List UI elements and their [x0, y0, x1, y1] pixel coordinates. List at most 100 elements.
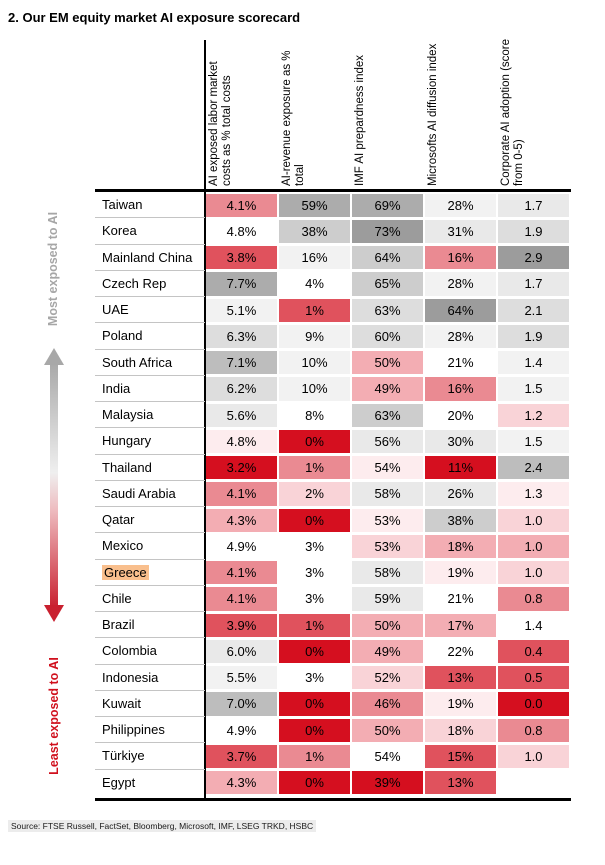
value-cell: 4.3% — [205, 770, 278, 796]
value-cell: 1.7 — [497, 192, 570, 218]
country-label: Qatar — [95, 507, 205, 534]
value-cell: 63% — [351, 297, 424, 323]
value-cell: 59% — [278, 192, 351, 218]
value-cell: 0.4 — [497, 638, 570, 664]
value-cell: 1.2 — [497, 402, 570, 428]
value-cell: 18% — [424, 533, 497, 559]
value-cell: 16% — [424, 245, 497, 271]
value-cell — [497, 770, 570, 796]
value-cell: 38% — [278, 218, 351, 244]
value-cell: 1.4 — [497, 350, 570, 376]
country-label: Czech Rep — [95, 271, 205, 297]
value-cell: 9% — [278, 323, 351, 349]
value-cell: 52% — [351, 665, 424, 691]
value-cell: 49% — [351, 638, 424, 664]
country-label: Greece — [95, 560, 205, 586]
value-cell: 0.8 — [497, 717, 570, 743]
value-cell: 16% — [424, 376, 497, 402]
table-row: South Africa 7.1% 10% 50% 21% 1.4 — [95, 350, 571, 376]
source-note: Source: FTSE Russell, FactSet, Bloomberg… — [8, 820, 317, 832]
value-cell: 1.0 — [497, 560, 570, 586]
value-cell: 54% — [351, 743, 424, 769]
column-header-4: Microsofts AI diffusion index — [425, 36, 498, 188]
value-cell: 1% — [278, 612, 351, 638]
table-bottom-border — [95, 798, 571, 801]
column-header-text: AI-revenue exposure as % total — [281, 50, 307, 186]
value-cell: 4.8% — [205, 428, 278, 454]
value-cell: 50% — [351, 350, 424, 376]
table-row: Hungary 4.8% 0% 56% 30% 1.5 — [95, 428, 571, 455]
country-label: Mainland China — [95, 245, 205, 271]
table-row: Türkiye 3.7% 1% 54% 15% 1.0 — [95, 743, 571, 770]
column-headers: AI exposed labor market costs as % total… — [206, 36, 571, 188]
table-vertical-divider — [204, 40, 206, 800]
value-cell: 53% — [351, 533, 424, 559]
table-row: UAE 5.1% 1% 63% 64% 2.1 — [95, 297, 571, 324]
column-header-text: IMF AI prepardness index — [354, 54, 366, 186]
column-header-text: AI exposed labor market costs as % total… — [208, 61, 234, 186]
country-label: Saudi Arabia — [95, 481, 205, 507]
table-row: Thailand 3.2% 1% 54% 11% 2.4 — [95, 455, 571, 481]
value-cell: 0.8 — [497, 586, 570, 612]
value-cell: 65% — [351, 271, 424, 297]
value-cell: 28% — [424, 271, 497, 297]
country-label: Indonesia — [95, 665, 205, 691]
value-cell: 1.7 — [497, 271, 570, 297]
value-cell: 18% — [424, 717, 497, 743]
value-cell: 46% — [351, 691, 424, 717]
table-row: Qatar 4.3% 0% 53% 38% 1.0 — [95, 507, 571, 534]
highlighted-country: Greece — [102, 564, 149, 580]
country-label: Korea — [95, 218, 205, 245]
value-cell: 10% — [278, 376, 351, 402]
country-label: Philippines — [95, 717, 205, 744]
value-cell: 3.7% — [205, 743, 278, 769]
country-label: Türkiye — [95, 743, 205, 770]
value-cell: 31% — [424, 218, 497, 244]
value-cell: 4.9% — [205, 717, 278, 743]
value-cell: 0% — [278, 691, 351, 717]
value-cell: 4.1% — [205, 481, 278, 507]
table-row: Colombia 6.0% 0% 49% 22% 0.4 — [95, 638, 571, 665]
value-cell: 0% — [278, 428, 351, 454]
table-body: Taiwan 4.1% 59% 69% 28% 1.7 Korea 4.8% 38% 73% 31%… — [95, 192, 571, 796]
least-exposed-label: Least exposed to AI — [47, 657, 61, 775]
value-cell: 56% — [351, 428, 424, 454]
value-cell: 30% — [424, 428, 497, 454]
value-cell: 1.9 — [497, 218, 570, 244]
value-cell: 4.1% — [205, 560, 278, 586]
column-header-1: AI exposed labor market costs as % total… — [206, 36, 279, 188]
table-row: Brazil 3.9% 1% 50% 17% 1.4 — [95, 612, 571, 639]
table-row: Kuwait 7.0% 0% 46% 19% 0.0 — [95, 691, 571, 717]
table-row: Mexico 4.9% 3% 53% 18% 1.0 — [95, 533, 571, 560]
value-cell: 1.0 — [497, 743, 570, 769]
table-top-border — [95, 189, 571, 192]
exposure-gradient-arrow — [44, 348, 64, 622]
value-cell: 22% — [424, 638, 497, 664]
value-cell: 3.2% — [205, 455, 278, 481]
column-header-text: Microsofts AI diffusion index — [427, 43, 439, 186]
value-cell: 58% — [351, 481, 424, 507]
value-cell: 1.4 — [497, 612, 570, 638]
table-row: Greece 4.1% 3% 58% 19% 1.0 — [95, 560, 571, 586]
figure-title: 2. Our EM equity market AI exposure scor… — [8, 10, 301, 25]
value-cell: 28% — [424, 192, 497, 218]
value-cell: 8% — [278, 402, 351, 428]
country-label: South Africa — [95, 350, 205, 376]
value-cell: 11% — [424, 455, 497, 481]
value-cell: 21% — [424, 350, 497, 376]
value-cell: 2.9 — [497, 245, 570, 271]
value-cell: 0% — [278, 507, 351, 533]
value-cell: 1% — [278, 297, 351, 323]
value-cell: 13% — [424, 665, 497, 691]
table-row: Philippines 4.9% 0% 50% 18% 0.8 — [95, 717, 571, 744]
country-label: Egypt — [102, 775, 136, 791]
value-cell: 19% — [424, 560, 497, 586]
value-cell: 5.5% — [205, 665, 278, 691]
value-cell: 53% — [351, 507, 424, 533]
country-label: Malaysia — [95, 402, 205, 429]
country-label: Poland — [95, 323, 205, 350]
value-cell: 2% — [278, 481, 351, 507]
value-cell: 1.5 — [497, 428, 570, 454]
value-cell: 0.0 — [497, 691, 570, 717]
value-cell: 4.1% — [205, 192, 278, 218]
